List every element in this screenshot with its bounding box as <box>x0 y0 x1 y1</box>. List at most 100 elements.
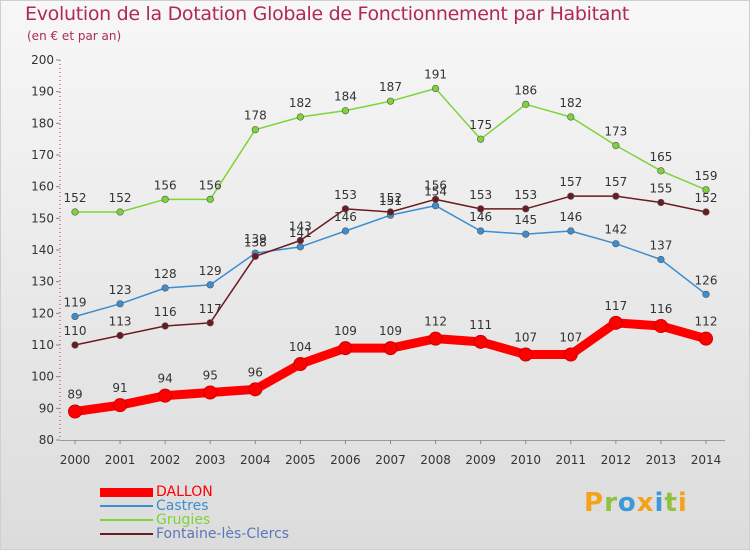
data-point <box>386 97 395 105</box>
data-label: 157 <box>559 175 582 189</box>
data-label: 175 <box>469 118 492 132</box>
legend-item: Fontaine-lès-Clercs <box>100 526 360 542</box>
data-point <box>567 113 575 121</box>
data-point <box>296 243 304 251</box>
chart-subtitle: (en € et par an) <box>27 29 122 43</box>
legend-swatch <box>100 487 153 497</box>
data-label: 178 <box>244 109 267 123</box>
chart-title: Evolution de la Dotation Globale de Fonc… <box>25 3 630 25</box>
y-tick-label: 170 <box>31 148 54 162</box>
data-label: 95 <box>203 369 218 383</box>
data-point <box>699 331 713 346</box>
logo-letter: x <box>636 488 655 518</box>
logo-letter: r <box>604 488 618 518</box>
data-point <box>296 113 304 121</box>
data-label: 151 <box>379 194 402 208</box>
data-point <box>702 186 710 194</box>
data-label: 187 <box>379 80 402 94</box>
data-point <box>68 404 82 419</box>
data-point <box>428 331 443 346</box>
data-label: 110 <box>64 324 87 338</box>
x-tick-label: 2001 <box>105 453 136 467</box>
data-point <box>296 236 304 245</box>
data-point <box>116 300 124 308</box>
data-point <box>608 315 623 330</box>
y-tick-label: 80 <box>39 433 54 447</box>
data-label: 182 <box>559 96 582 110</box>
data-point <box>293 357 308 371</box>
legend-item: DALLON <box>100 484 360 500</box>
data-point <box>161 322 169 330</box>
data-point <box>431 195 440 203</box>
x-tick-label: 2004 <box>240 453 271 467</box>
data-point <box>113 398 128 413</box>
data-label: 165 <box>649 150 672 164</box>
data-point <box>522 100 530 108</box>
data-label: 138 <box>244 235 267 249</box>
data-label: 137 <box>649 239 672 253</box>
data-point <box>251 126 259 134</box>
data-label: 153 <box>514 188 537 202</box>
data-label: 152 <box>379 191 402 205</box>
data-label: 182 <box>289 96 312 110</box>
data-point <box>612 240 620 248</box>
data-point <box>702 290 710 298</box>
data-point <box>341 107 350 115</box>
legend-swatch <box>100 505 153 507</box>
x-tick-label: 2014 <box>691 453 722 467</box>
data-label: 112 <box>424 315 447 329</box>
data-labels-layer: 89 91 94 95 96 104 109 109 112 111 107 107 117 116 112… <box>64 68 718 402</box>
x-tick-label: 2013 <box>646 453 677 467</box>
series-layer <box>68 84 713 419</box>
data-label: 145 <box>514 213 537 227</box>
data-point <box>612 192 620 200</box>
data-point <box>338 341 353 356</box>
y-tick-label: 200 <box>31 53 54 67</box>
data-label: 109 <box>379 324 402 338</box>
data-point <box>341 227 350 235</box>
series-fontaine-l-s-clercs <box>71 192 710 349</box>
data-label: 154 <box>424 185 447 199</box>
data-point <box>567 227 575 235</box>
data-point <box>477 227 485 235</box>
x-tick-label: 2002 <box>150 453 181 467</box>
data-point <box>473 334 488 349</box>
data-label: 142 <box>604 223 627 237</box>
data-label: 146 <box>559 210 582 224</box>
y-tick-label: 130 <box>31 275 54 289</box>
data-label: 155 <box>649 182 672 196</box>
legend-swatch <box>100 533 153 535</box>
data-point <box>203 385 218 400</box>
y-tick-label: 110 <box>31 338 54 352</box>
data-label: 112 <box>695 315 718 329</box>
data-point <box>653 319 668 333</box>
y-tick-label: 160 <box>31 180 54 194</box>
data-label: 156 <box>199 178 222 192</box>
data-label: 152 <box>695 191 718 205</box>
logo-letter: P <box>584 488 605 518</box>
data-point <box>477 135 485 143</box>
data-point <box>657 167 665 175</box>
data-label: 107 <box>514 331 537 345</box>
data-label: 123 <box>109 283 132 297</box>
x-tick-label: 2000 <box>60 453 91 467</box>
data-point <box>71 341 79 349</box>
data-point <box>206 281 214 289</box>
data-label: 143 <box>289 220 312 234</box>
series-dallon <box>68 315 713 419</box>
y-tick-label: 140 <box>31 243 54 257</box>
data-label: 117 <box>604 299 627 313</box>
data-label: 173 <box>604 125 627 139</box>
data-label: 129 <box>199 264 222 278</box>
data-point <box>477 205 485 213</box>
legend-item: Grugies <box>100 512 360 528</box>
y-tick-label: 190 <box>31 85 54 99</box>
data-label: 94 <box>158 372 173 386</box>
data-point <box>522 230 530 238</box>
data-label: 111 <box>469 318 492 332</box>
logo-letter: t <box>664 488 678 518</box>
data-point <box>612 141 620 150</box>
y-tick-label: 100 <box>31 370 54 384</box>
y-tick-label: 120 <box>31 306 54 320</box>
data-point <box>161 195 169 203</box>
